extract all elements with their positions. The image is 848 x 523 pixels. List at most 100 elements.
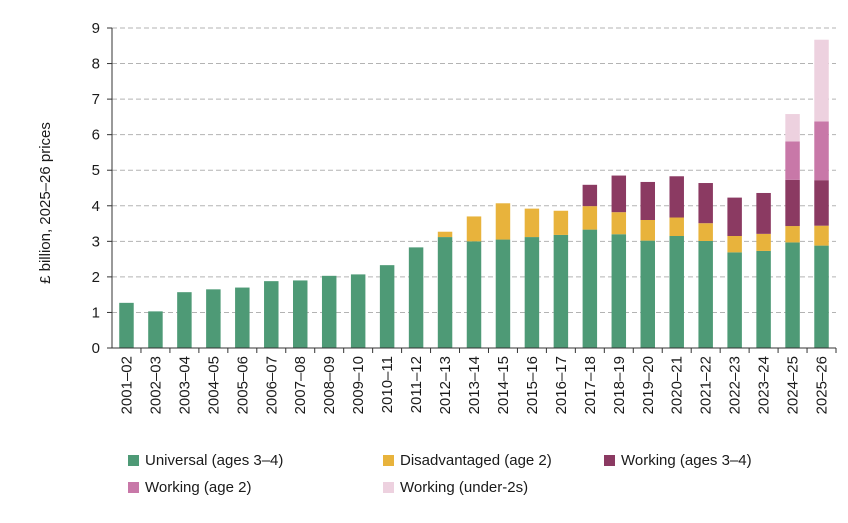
x-tick-label: 2003–04 bbox=[176, 356, 193, 414]
legend-label: Disadvantaged (age 2) bbox=[400, 452, 552, 469]
axes: 0 1 2 3 4 5 6 7 8 9 2001–02 2002–03 2003–04 2004–05 20… bbox=[92, 20, 837, 414]
bar-segment bbox=[727, 252, 742, 348]
bar-segment bbox=[379, 265, 395, 348]
y-tick-label: 3 bbox=[92, 233, 100, 250]
bar-segment bbox=[235, 287, 250, 348]
legend-label: Universal (ages 3–4) bbox=[145, 452, 284, 469]
y-tick-label: 4 bbox=[92, 198, 100, 215]
x-tick-label: 2023–24 bbox=[756, 356, 773, 414]
bar-segment bbox=[582, 229, 598, 348]
legend-label: Working (under-2s) bbox=[400, 479, 529, 496]
bar-segment bbox=[466, 241, 482, 348]
bar-segment bbox=[640, 181, 655, 220]
legend-swatch bbox=[383, 482, 394, 493]
bar-segment bbox=[524, 208, 540, 238]
legend-item: Disadvantaged (age 2) bbox=[383, 452, 552, 469]
x-tick-label: 2002–03 bbox=[147, 356, 164, 414]
bar-segment bbox=[350, 274, 366, 348]
x-tick-label: 2008–09 bbox=[321, 356, 338, 414]
bar-segment bbox=[321, 275, 337, 348]
x-tick-label: 2013–14 bbox=[466, 356, 483, 414]
x-tick-label: 2021–22 bbox=[698, 356, 715, 414]
x-tick-label: 2020–21 bbox=[669, 356, 686, 414]
bar-segment bbox=[756, 233, 771, 251]
bar-segment bbox=[814, 121, 829, 181]
bar-segment bbox=[756, 192, 771, 234]
bar-segment bbox=[785, 179, 800, 227]
bar-segment bbox=[611, 234, 627, 348]
bar-segment bbox=[698, 240, 713, 348]
y-tick-label: 7 bbox=[92, 91, 100, 108]
legend-item: Working (ages 3–4) bbox=[604, 452, 752, 469]
x-tick-label: 2004–05 bbox=[205, 356, 222, 414]
x-tick-label: 2005–06 bbox=[234, 356, 251, 414]
bar-segment bbox=[293, 280, 308, 348]
bar-segment bbox=[553, 234, 569, 348]
x-tick-label: 2018–19 bbox=[611, 356, 628, 414]
bar-segment bbox=[437, 231, 453, 238]
legend-label: Working (ages 3–4) bbox=[621, 452, 752, 469]
bar-segment bbox=[611, 175, 627, 213]
bar-segment bbox=[814, 180, 829, 226]
x-tick-label: 2016–17 bbox=[553, 356, 570, 414]
bar-segment bbox=[408, 247, 424, 348]
bar-segment bbox=[698, 223, 713, 241]
bar-segment bbox=[669, 236, 684, 348]
bar-segment bbox=[814, 39, 829, 122]
bar-segment bbox=[785, 242, 800, 348]
x-tick-label: 2011–12 bbox=[408, 356, 425, 413]
y-tick-label: 2 bbox=[92, 269, 100, 286]
y-tick-label: 9 bbox=[92, 20, 100, 37]
x-tick-label: 2006–07 bbox=[263, 356, 280, 414]
legend-label: Working (age 2) bbox=[145, 479, 252, 496]
y-tick-label: 1 bbox=[92, 304, 100, 321]
bar-segment bbox=[495, 239, 511, 348]
x-tick-label: 2025–26 bbox=[814, 356, 831, 414]
bar-segment bbox=[669, 176, 684, 218]
x-tick-label: 2009–10 bbox=[350, 356, 367, 414]
bar-segment bbox=[553, 210, 569, 235]
x-tick-label: 2007–08 bbox=[292, 356, 309, 414]
bar-segment bbox=[727, 236, 742, 253]
bar-segment bbox=[437, 237, 453, 348]
bar-segment bbox=[206, 289, 221, 348]
x-tick-label: 2015–16 bbox=[524, 356, 541, 414]
bar-segment bbox=[611, 212, 627, 235]
y-tick-label: 0 bbox=[92, 340, 100, 357]
legend-swatch bbox=[128, 482, 139, 493]
legend-item: Universal (ages 3–4) bbox=[128, 452, 283, 469]
x-tick-label: 2024–25 bbox=[785, 356, 802, 414]
x-tick-label: 2012–13 bbox=[437, 356, 454, 414]
bar-segment bbox=[640, 220, 655, 241]
bar-segment bbox=[814, 245, 829, 348]
bar-segment bbox=[177, 292, 192, 348]
bars bbox=[119, 39, 829, 348]
bar-segment bbox=[466, 216, 482, 242]
bar-segment bbox=[119, 302, 134, 348]
y-tick-label: 5 bbox=[92, 162, 100, 179]
bar-segment bbox=[582, 184, 598, 207]
bar-segment bbox=[814, 225, 829, 246]
legend-swatch bbox=[383, 455, 394, 466]
stacked-bar-chart: 0 1 2 3 4 5 6 7 8 9 2001–02 2002–03 2003–04 2004–05 20… bbox=[37, 20, 837, 414]
x-tick-label: 2019–20 bbox=[640, 356, 657, 414]
x-tick-label: 2017–18 bbox=[582, 356, 599, 414]
bar-segment bbox=[785, 141, 800, 180]
y-tick-label: 6 bbox=[92, 127, 100, 144]
bar-segment bbox=[582, 206, 598, 230]
bar-segment bbox=[148, 311, 163, 348]
x-tick-label: 2010–11 bbox=[379, 356, 396, 413]
bar-segment bbox=[785, 226, 800, 243]
gridlines bbox=[112, 27, 836, 313]
bar-segment bbox=[727, 197, 742, 236]
bar-segment bbox=[640, 240, 655, 348]
legend-item: Working (age 2) bbox=[128, 479, 251, 496]
legend-item: Working (under-2s) bbox=[383, 479, 528, 496]
bar-segment bbox=[524, 237, 540, 348]
x-tick-label: 2022–23 bbox=[727, 356, 744, 414]
x-tick-label: 2001–02 bbox=[118, 356, 135, 414]
x-tick-label: 2014–15 bbox=[495, 356, 512, 414]
bar-segment bbox=[495, 203, 511, 240]
legend-swatch bbox=[128, 455, 139, 466]
